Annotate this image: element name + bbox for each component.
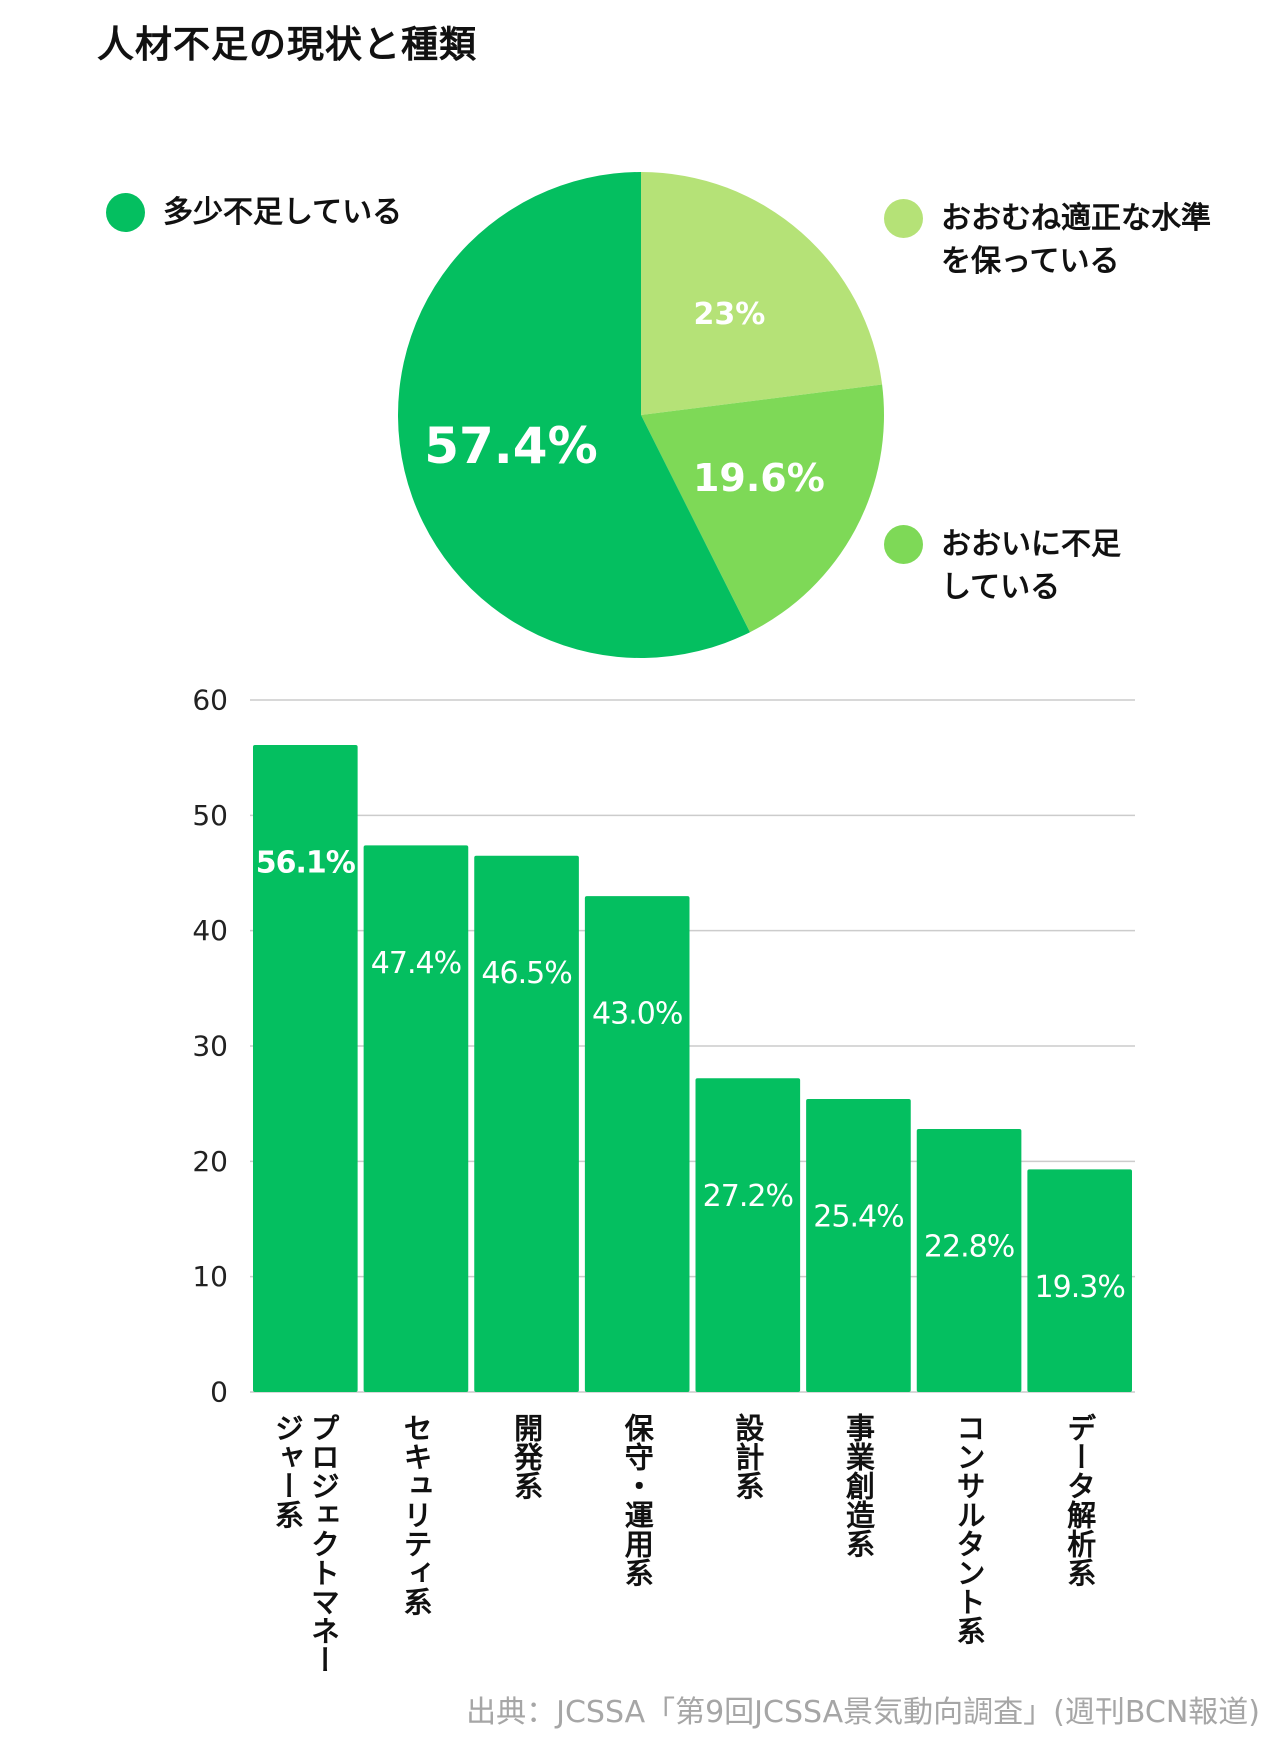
pie-slice — [641, 384, 884, 633]
x-category-label: 開発系 — [510, 1413, 545, 1500]
y-tick-label: 10 — [192, 1260, 228, 1293]
y-tick-label: 60 — [192, 684, 228, 717]
x-category-label: データ解析系 — [1063, 1413, 1097, 1587]
y-tick-label: 0 — [210, 1376, 228, 1409]
bar-value-label: 22.8% — [924, 1230, 1014, 1265]
bar — [1027, 1169, 1132, 1392]
bar — [253, 744, 358, 1392]
pie-slice — [641, 172, 883, 415]
pie-slice-label: 57.4% — [424, 417, 597, 475]
bar — [806, 1099, 911, 1392]
legend-label: 多少不足している — [163, 195, 403, 230]
bar — [584, 896, 690, 1392]
bar-value-label: 46.5% — [481, 956, 571, 991]
bar — [474, 855, 579, 1392]
pie-slice — [397, 172, 750, 659]
legend-item-adequate: おおむね適正な水準を保っている — [884, 197, 1211, 283]
x-category-label: プロジェクトマネージャー系 — [270, 1413, 340, 1674]
legend-swatch — [884, 525, 923, 564]
bar-chart: 0 10 20 30 40 50 60 56.1% プロジェクトマネージャー系 47.4% セキュリ… — [192, 684, 1135, 1674]
legend-label: おおいに不足している — [941, 527, 1121, 605]
legend-item-severe-shortage: おおいに不足している — [884, 523, 1141, 609]
bar-value-label: 56.1% — [256, 845, 356, 880]
x-category-label: セキュリティ系 — [399, 1413, 433, 1616]
bar-value-label: 19.3% — [1035, 1270, 1125, 1305]
legend-swatch — [106, 193, 145, 232]
x-category-label: コンサルタント系 — [952, 1413, 986, 1645]
bar-value-label: 25.4% — [813, 1200, 903, 1235]
bar — [916, 1129, 1022, 1392]
page-title: 人材不足の現状と種類 — [97, 23, 477, 66]
bar-value-label: 43.0% — [592, 997, 682, 1032]
pie-slice-label: 19.6% — [693, 456, 825, 500]
x-category-label: 設計系 — [731, 1412, 765, 1500]
bar-value-label: 47.4% — [371, 946, 461, 981]
y-tick-label: 50 — [192, 799, 228, 832]
pie-slice-label: 23% — [693, 297, 765, 332]
x-category-label: 保守・運用系 — [620, 1413, 655, 1587]
y-tick-label: 20 — [192, 1145, 228, 1178]
y-tick-label: 30 — [192, 1030, 228, 1063]
legend-item-moderate-shortage: 多少不足している — [106, 191, 433, 234]
bar-value-label: 27.2% — [703, 1179, 793, 1214]
legend-label: おおむね適正な水準を保っている — [941, 201, 1211, 279]
y-tick-label: 40 — [192, 914, 228, 947]
bar — [363, 845, 469, 1392]
x-category-label: 事業創造系 — [841, 1413, 875, 1558]
pie-chart: 23% 19.6% 57.4% — [397, 172, 884, 659]
bar — [695, 1078, 801, 1392]
legend-swatch — [884, 199, 923, 238]
source-note: 出典：JCSSA「第9回JCSSA景気動向調査」(週刊BCN報道) — [466, 1695, 1260, 1730]
